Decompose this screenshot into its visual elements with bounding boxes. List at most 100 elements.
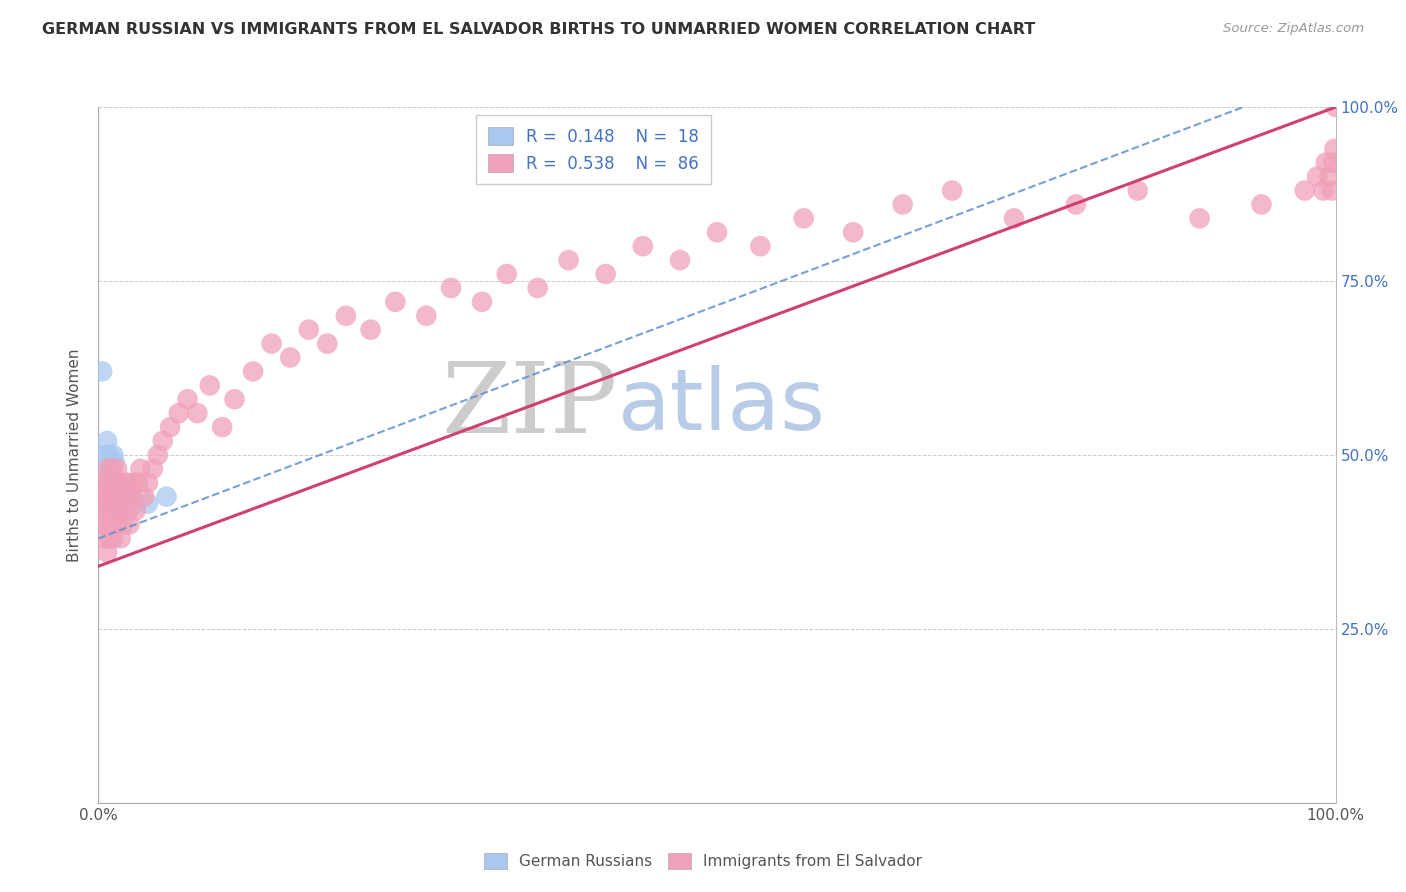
Point <box>136 497 159 511</box>
Point <box>94 532 117 546</box>
Point <box>115 475 138 490</box>
Point <box>471 294 494 309</box>
Point <box>98 490 121 504</box>
Point <box>155 490 177 504</box>
Point <box>93 517 115 532</box>
Point <box>105 475 128 490</box>
Point <box>1319 169 1341 184</box>
Point <box>152 434 174 448</box>
Point <box>941 184 963 198</box>
Point <box>134 490 156 504</box>
Point <box>1320 184 1343 198</box>
Point <box>96 503 118 517</box>
Point <box>242 364 264 378</box>
Point <box>1322 155 1344 169</box>
Point <box>114 475 136 490</box>
Point <box>101 475 124 490</box>
Point <box>526 281 548 295</box>
Point <box>103 455 125 469</box>
Point <box>176 392 198 407</box>
Point <box>631 239 654 253</box>
Point <box>1126 184 1149 198</box>
Point <box>1312 184 1334 198</box>
Point <box>298 323 321 337</box>
Point <box>186 406 208 420</box>
Point <box>93 490 115 504</box>
Point <box>104 475 127 490</box>
Point <box>110 532 132 546</box>
Point <box>112 490 135 504</box>
Point <box>316 336 339 351</box>
Point <box>415 309 437 323</box>
Point <box>118 490 141 504</box>
Point <box>96 462 118 476</box>
Point <box>595 267 617 281</box>
Point <box>97 475 120 490</box>
Point <box>96 434 118 448</box>
Point <box>1250 197 1272 211</box>
Point <box>103 532 125 546</box>
Point <box>114 490 136 504</box>
Point <box>103 490 125 504</box>
Point <box>94 490 117 504</box>
Point <box>142 462 165 476</box>
Point <box>749 239 772 253</box>
Point <box>100 475 122 490</box>
Text: atlas: atlas <box>619 365 827 448</box>
Point <box>1323 142 1346 156</box>
Point <box>159 420 181 434</box>
Point <box>91 364 114 378</box>
Point <box>124 497 146 511</box>
Point <box>891 197 914 211</box>
Point <box>211 420 233 434</box>
Point <box>97 517 120 532</box>
Point <box>105 462 128 476</box>
Point <box>105 517 128 532</box>
Point <box>98 462 121 476</box>
Point <box>842 225 865 239</box>
Point <box>669 253 692 268</box>
Point <box>706 225 728 239</box>
Point <box>440 281 463 295</box>
Point <box>91 503 114 517</box>
Point <box>1188 211 1211 226</box>
Point <box>100 497 122 511</box>
Text: Source: ZipAtlas.com: Source: ZipAtlas.com <box>1223 22 1364 36</box>
Point <box>1002 211 1025 226</box>
Point <box>1315 155 1337 169</box>
Point <box>97 448 120 462</box>
Point <box>108 475 131 490</box>
Point <box>129 462 152 476</box>
Point <box>101 462 124 476</box>
Point <box>1064 197 1087 211</box>
Text: ZIP: ZIP <box>441 359 619 454</box>
Point <box>360 323 382 337</box>
Point <box>495 267 517 281</box>
Point <box>127 475 149 490</box>
Point <box>112 517 135 532</box>
Point <box>100 503 122 517</box>
Point <box>117 503 139 517</box>
Point <box>167 406 190 420</box>
Point <box>793 211 815 226</box>
Point <box>107 503 129 517</box>
Point <box>103 503 125 517</box>
Point <box>384 294 406 309</box>
Point <box>146 448 169 462</box>
Point <box>101 517 124 532</box>
Point <box>136 475 159 490</box>
Point <box>278 351 301 365</box>
Point <box>94 448 117 462</box>
Point <box>98 532 121 546</box>
Text: GERMAN RUSSIAN VS IMMIGRANTS FROM EL SALVADOR BIRTHS TO UNMARRIED WOMEN CORRELAT: GERMAN RUSSIAN VS IMMIGRANTS FROM EL SAL… <box>42 22 1035 37</box>
Point <box>1294 184 1316 198</box>
Point <box>93 475 115 490</box>
Point <box>1324 100 1347 114</box>
Point <box>124 503 146 517</box>
Point <box>111 490 134 504</box>
Y-axis label: Births to Unmarried Women: Births to Unmarried Women <box>67 348 83 562</box>
Point <box>118 517 141 532</box>
Point <box>121 490 143 504</box>
Point <box>335 309 357 323</box>
Point <box>96 545 118 559</box>
